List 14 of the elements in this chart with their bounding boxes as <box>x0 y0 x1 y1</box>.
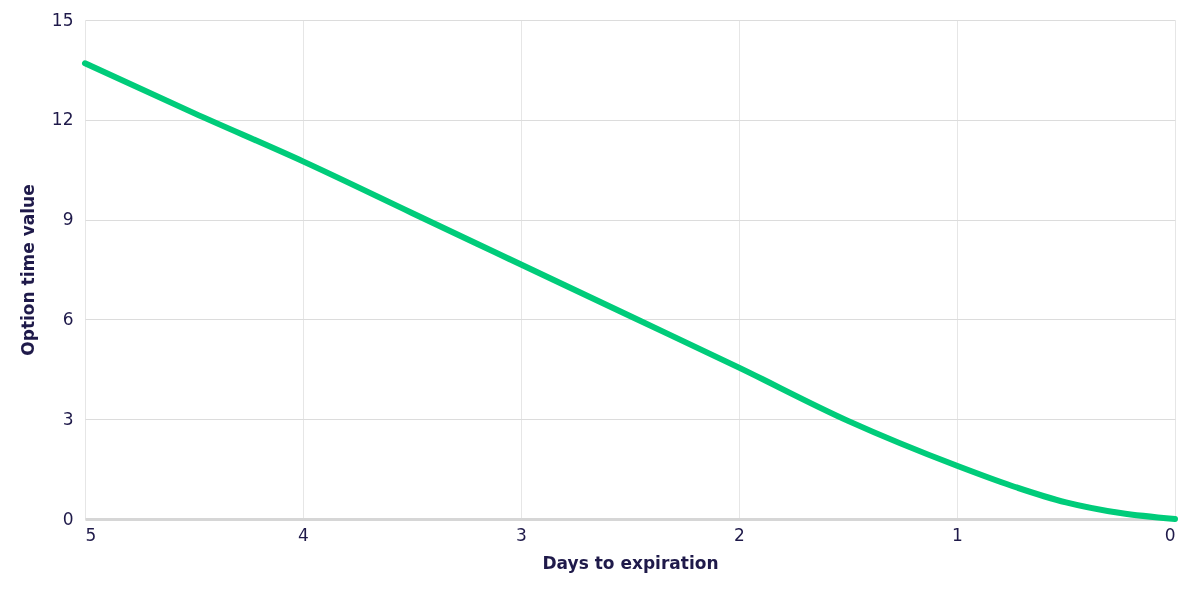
x-tick-label: 5 <box>85 524 97 545</box>
x-tick-label: 1 <box>952 524 963 545</box>
y-tick-label: 0 <box>62 508 74 529</box>
x-tick-label: 2 <box>734 524 745 545</box>
x-tick-label: 4 <box>298 524 309 545</box>
y-tick-label: 15 <box>51 9 74 30</box>
y-tick-label: 3 <box>62 408 74 429</box>
x-axis-title: Days to expiration <box>542 552 719 573</box>
x-tick-label: 3 <box>516 524 527 545</box>
y-tick-label: 12 <box>51 109 74 130</box>
y-tick-label: 6 <box>62 308 74 329</box>
y-tick-label: 9 <box>62 209 74 230</box>
y-axis-title: Option time value <box>17 184 38 356</box>
x-tick-label: 0 <box>1164 524 1176 545</box>
